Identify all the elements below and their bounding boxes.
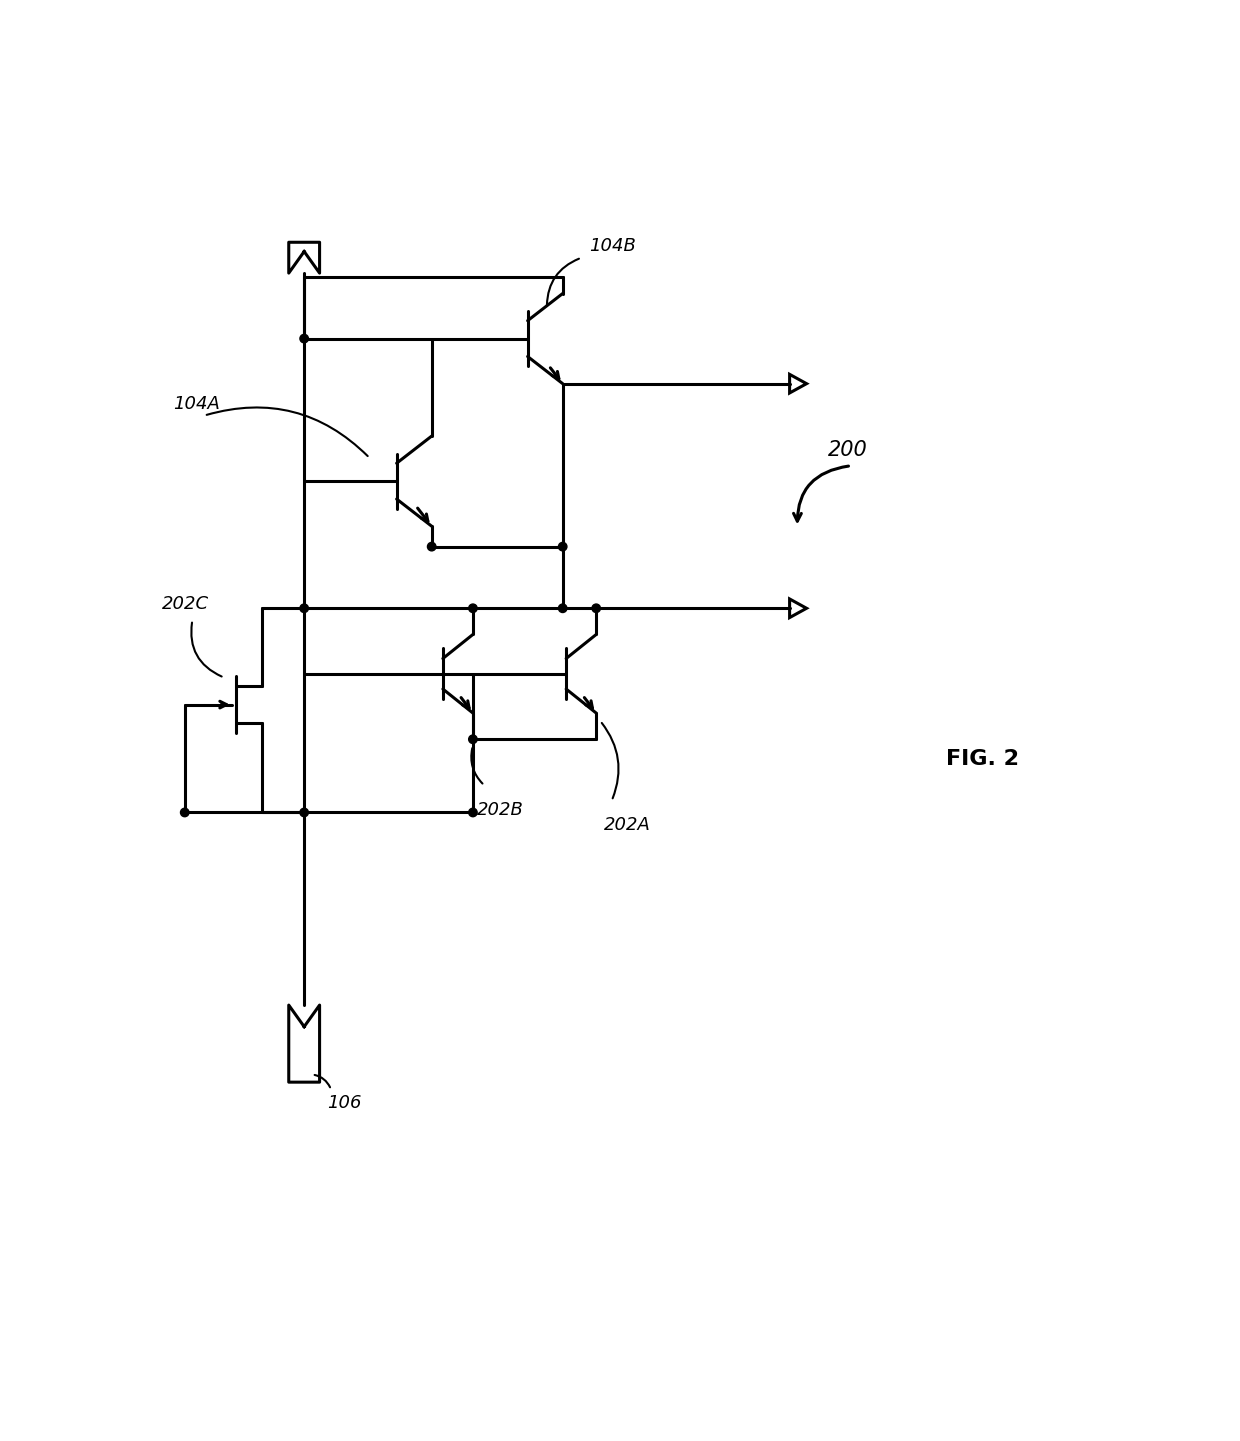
Polygon shape (289, 242, 320, 274)
Circle shape (428, 542, 436, 550)
Circle shape (469, 808, 477, 817)
Circle shape (300, 334, 309, 343)
Text: 202B: 202B (476, 801, 523, 818)
Polygon shape (289, 1006, 320, 1082)
Text: 104A: 104A (174, 395, 219, 414)
Circle shape (469, 604, 477, 612)
Text: 202C: 202C (161, 595, 208, 614)
Circle shape (181, 808, 188, 817)
Text: 200: 200 (828, 441, 868, 460)
Circle shape (591, 604, 600, 612)
Text: 202A: 202A (604, 816, 651, 834)
Circle shape (558, 604, 567, 612)
Circle shape (300, 604, 309, 612)
Text: FIG. 2: FIG. 2 (946, 748, 1019, 768)
Text: 104B: 104B (589, 238, 636, 255)
Circle shape (469, 735, 477, 744)
Circle shape (300, 808, 309, 817)
Text: 106: 106 (327, 1094, 362, 1111)
Circle shape (558, 542, 567, 550)
